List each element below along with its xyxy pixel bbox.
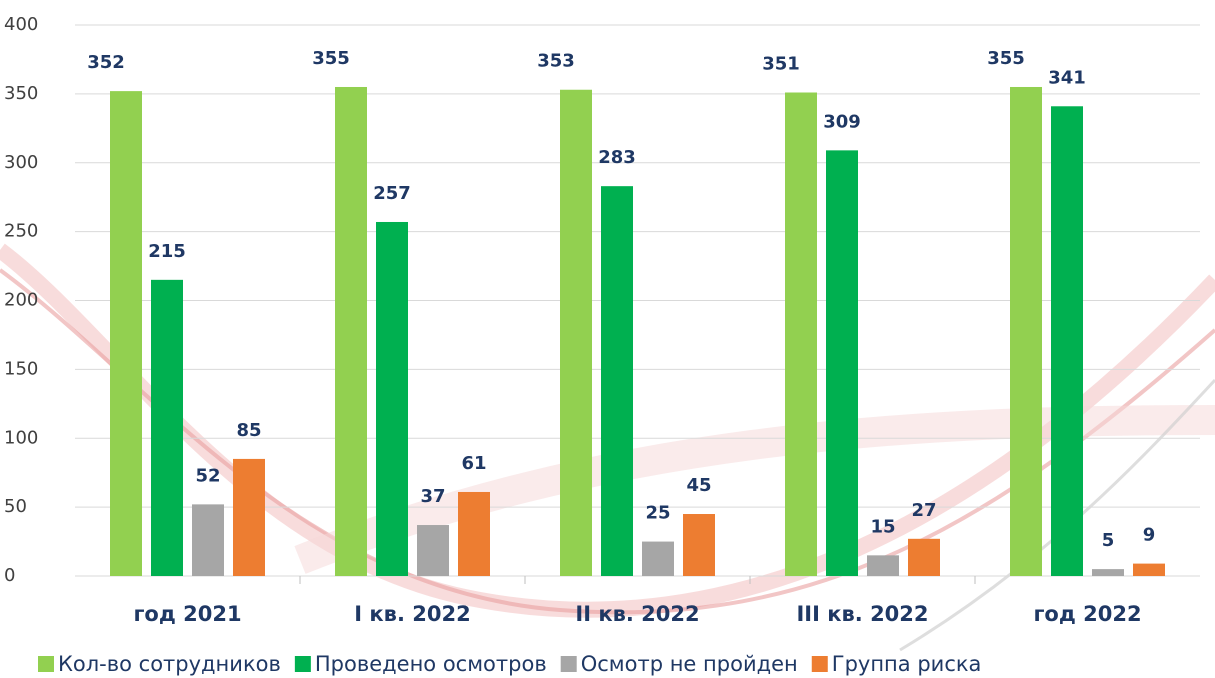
x-tick-label: II кв. 2022	[575, 602, 699, 626]
bar	[642, 542, 674, 576]
value-label: 355	[987, 48, 1025, 69]
x-tick-label: год 2022	[1033, 602, 1141, 626]
bar	[458, 492, 490, 576]
bar	[785, 92, 817, 576]
bar	[335, 87, 367, 576]
bar	[908, 539, 940, 576]
value-label: 52	[195, 465, 220, 486]
y-tick-label: 400	[4, 14, 38, 35]
bar	[376, 222, 408, 576]
legend-label: Проведено осмотров	[315, 652, 547, 676]
y-tick-label: 150	[4, 358, 38, 379]
value-label: 257	[373, 183, 411, 204]
legend-swatch	[38, 656, 54, 672]
value-label: 215	[148, 241, 186, 262]
value-label: 309	[823, 111, 861, 132]
bar	[1133, 564, 1165, 576]
bar	[826, 150, 858, 576]
chart: 050100150200250300350400год 202135221552…	[0, 0, 1215, 678]
value-label: 37	[420, 486, 445, 507]
x-tick-label: III кв. 2022	[796, 602, 928, 626]
y-tick-label: 300	[4, 152, 38, 173]
legend-swatch	[812, 656, 828, 672]
y-tick-label: 350	[4, 83, 38, 104]
value-label: 27	[911, 500, 936, 521]
value-label: 341	[1048, 67, 1086, 88]
y-tick-label: 50	[4, 496, 27, 517]
bar	[560, 90, 592, 576]
value-label: 5	[1102, 530, 1115, 551]
y-tick-label: 200	[4, 290, 38, 311]
legend-label: Группа риска	[832, 652, 982, 676]
y-tick-label: 250	[4, 221, 38, 242]
value-label: 353	[537, 51, 575, 72]
value-label: 352	[87, 52, 125, 73]
value-label: 45	[686, 475, 711, 496]
value-label: 9	[1143, 525, 1156, 546]
bar	[1092, 569, 1124, 576]
value-label: 351	[762, 53, 800, 74]
x-tick-label: год 2021	[133, 602, 241, 626]
y-tick-label: 100	[4, 427, 38, 448]
bar	[192, 504, 224, 576]
value-label: 355	[312, 48, 350, 69]
x-tick-label: I кв. 2022	[354, 602, 470, 626]
legend-swatch	[295, 656, 311, 672]
y-tick-label: 0	[4, 565, 15, 586]
bar	[601, 186, 633, 576]
bar	[417, 525, 449, 576]
legend-swatch	[561, 656, 577, 672]
value-label: 61	[461, 453, 486, 474]
value-label: 283	[598, 147, 636, 168]
bar	[233, 459, 265, 576]
bar	[1051, 106, 1083, 576]
bar	[110, 91, 142, 576]
value-label: 25	[645, 503, 670, 524]
legend-label: Осмотр не пройден	[581, 652, 798, 676]
value-label: 15	[870, 516, 895, 537]
legend-label: Кол-во сотрудников	[58, 652, 281, 676]
bar	[867, 555, 899, 576]
value-label: 85	[236, 420, 261, 441]
bar	[683, 514, 715, 576]
bar	[1010, 87, 1042, 576]
bar	[151, 280, 183, 576]
